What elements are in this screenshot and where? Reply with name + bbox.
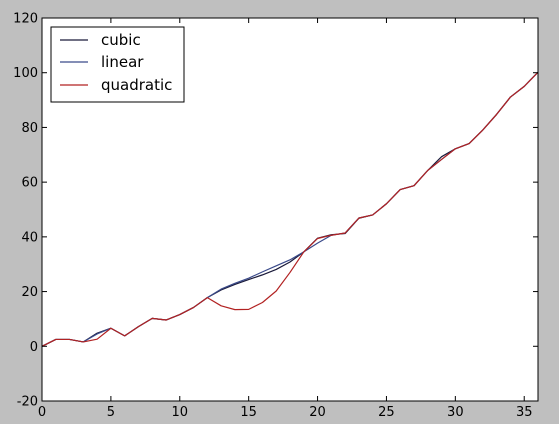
x-tick-label: 25 (378, 405, 395, 420)
legend-label-quadratic: quadratic (101, 76, 172, 94)
y-tick-label: 20 (21, 285, 38, 300)
legend-label-cubic: cubic (101, 31, 141, 49)
x-tick-label: 10 (172, 405, 189, 420)
y-tick-label: -20 (17, 395, 38, 410)
y-axis: -20 0 20 40 60 80 100 120 (13, 12, 538, 410)
y-tick-label: 0 (30, 340, 38, 355)
x-tick-label: 30 (447, 405, 464, 420)
y-tick-label: 80 (21, 121, 38, 136)
x-axis: 0 5 10 15 20 25 30 35 (38, 18, 533, 420)
plot-frame (41, 17, 539, 402)
x-tick-label: 5 (107, 405, 115, 420)
y-tick-label: 100 (13, 66, 38, 81)
series-line-quadratic (41, 71, 539, 347)
x-tick-label: 0 (38, 405, 46, 420)
x-tick-label: 35 (516, 405, 533, 420)
x-tick-label: 15 (240, 405, 257, 420)
legend-label-linear: linear (101, 53, 144, 71)
series-layer (41, 71, 539, 347)
y-tick-label: 60 (21, 176, 38, 191)
y-tick-label: 40 (21, 230, 38, 245)
x-tick-label: 20 (309, 405, 326, 420)
y-tick-label: 120 (13, 12, 38, 27)
legend: cubic linear quadratic (50, 26, 185, 103)
